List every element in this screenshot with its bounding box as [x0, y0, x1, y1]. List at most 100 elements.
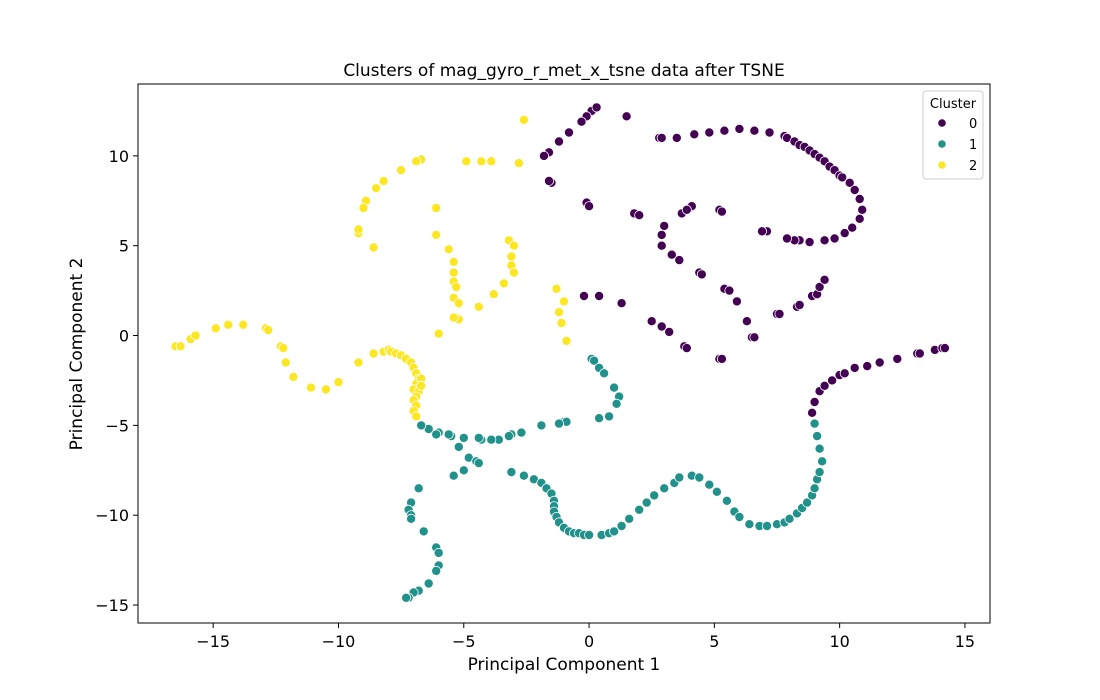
y-tick-label: 10 — [109, 147, 129, 166]
legend-marker-1 — [937, 139, 947, 149]
point-cluster-1 — [453, 441, 464, 452]
point-cluster-2 — [263, 325, 274, 336]
point-cluster-0 — [621, 111, 632, 122]
point-cluster-1 — [431, 429, 442, 440]
point-cluster-2 — [506, 251, 517, 262]
y-tick-label: 0 — [119, 327, 129, 346]
point-cluster-1 — [413, 483, 424, 494]
point-cluster-2 — [551, 283, 562, 294]
legend-box — [922, 90, 984, 180]
point-cluster-1 — [594, 413, 605, 424]
point-cluster-0 — [741, 316, 752, 327]
point-cluster-0 — [634, 210, 645, 221]
point-cluster-0 — [656, 132, 667, 143]
point-cluster-0 — [646, 316, 657, 327]
point-cluster-0 — [579, 290, 590, 301]
point-cluster-1 — [711, 486, 722, 497]
point-cluster-1 — [518, 470, 529, 481]
point-cluster-2 — [368, 242, 379, 253]
point-cluster-0 — [914, 348, 925, 359]
point-cluster-1 — [802, 497, 813, 508]
point-cluster-1 — [609, 382, 620, 393]
point-cluster-2 — [451, 281, 462, 292]
point-cluster-1 — [401, 592, 412, 603]
point-cluster-0 — [862, 361, 873, 372]
point-cluster-1 — [812, 431, 823, 442]
x-tick-label: 15 — [955, 632, 975, 651]
point-cluster-0 — [554, 136, 565, 147]
point-cluster-0 — [814, 281, 825, 292]
chart-title: Clusters of mag_gyro_r_met_x_tsne data a… — [343, 61, 784, 81]
point-cluster-1 — [473, 458, 484, 469]
point-cluster-0 — [782, 233, 793, 244]
axes-frame — [137, 83, 991, 624]
point-cluster-2 — [508, 267, 519, 278]
point-cluster-0 — [584, 201, 595, 212]
y-tick-label: 5 — [119, 237, 129, 256]
point-cluster-0 — [774, 308, 785, 319]
point-cluster-0 — [681, 204, 692, 215]
point-cluster-2 — [238, 319, 249, 330]
point-cluster-0 — [854, 193, 865, 204]
point-cluster-0 — [749, 332, 760, 343]
point-cluster-1 — [584, 530, 595, 541]
point-cluster-1 — [406, 513, 417, 524]
point-cluster-0 — [594, 290, 605, 301]
point-cluster-0 — [849, 184, 860, 195]
point-cluster-1 — [458, 465, 469, 476]
legend-label: 2 — [969, 159, 977, 174]
point-cluster-1 — [616, 521, 627, 532]
x-tick-label: −10 — [322, 632, 356, 651]
point-cluster-2 — [371, 183, 382, 194]
x-axis-label: Principal Component 1 — [468, 655, 661, 675]
point-cluster-0 — [716, 206, 727, 217]
point-cluster-1 — [674, 472, 685, 483]
point-cluster-2 — [411, 411, 422, 422]
point-cluster-1 — [694, 472, 705, 483]
point-cluster-2 — [508, 240, 519, 251]
point-cluster-0 — [829, 233, 840, 244]
point-cluster-2 — [488, 289, 499, 300]
point-cluster-1 — [721, 495, 732, 506]
point-cluster-2 — [378, 175, 389, 186]
point-cluster-0 — [664, 326, 675, 337]
point-cluster-0 — [666, 249, 677, 260]
point-cluster-1 — [809, 483, 820, 494]
point-cluster-0 — [809, 396, 820, 407]
point-cluster-0 — [764, 127, 775, 138]
point-cluster-0 — [874, 357, 885, 368]
point-cluster-2 — [486, 156, 497, 167]
point-cluster-1 — [516, 427, 527, 438]
point-cluster-1 — [659, 483, 670, 494]
point-cluster-0 — [839, 228, 850, 239]
x-axis: −15 −10 −5 0 5 10 15 — [196, 623, 975, 651]
point-cluster-2 — [368, 348, 379, 359]
legend-entries: 0 1 2 — [937, 117, 977, 174]
point-cluster-0 — [696, 269, 707, 280]
x-tick-label: −5 — [452, 632, 476, 651]
point-cluster-0 — [804, 237, 815, 248]
point-cluster-0 — [819, 274, 830, 285]
point-cluster-0 — [716, 353, 727, 364]
point-cluster-2 — [461, 156, 472, 167]
point-cluster-2 — [278, 343, 289, 354]
y-tick-label: −15 — [95, 596, 129, 615]
point-cluster-0 — [794, 299, 805, 310]
point-cluster-0 — [839, 368, 850, 379]
point-cluster-1 — [443, 429, 454, 440]
x-tick-label: 10 — [829, 632, 849, 651]
point-cluster-0 — [827, 375, 838, 386]
legend-marker-2 — [937, 160, 947, 170]
point-cluster-2 — [353, 224, 364, 235]
point-cluster-1 — [503, 431, 514, 442]
point-cluster-1 — [609, 526, 620, 537]
point-cluster-0 — [854, 213, 865, 224]
point-cluster-2 — [210, 323, 221, 334]
point-cluster-1 — [418, 526, 429, 537]
point-cluster-0 — [857, 204, 868, 215]
point-cluster-0 — [656, 229, 667, 240]
legend-title: Cluster — [930, 97, 977, 112]
x-tick-label: −15 — [196, 632, 230, 651]
point-cluster-0 — [724, 285, 735, 296]
point-cluster-2 — [498, 278, 509, 289]
